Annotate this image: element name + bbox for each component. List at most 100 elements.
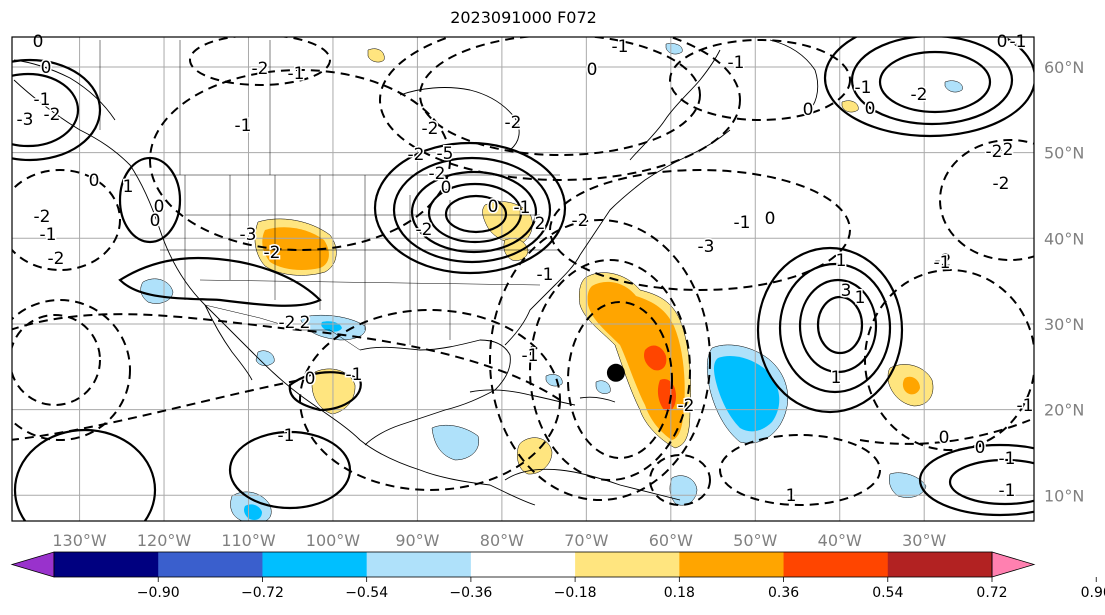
- contour-nw-1: [12, 58, 102, 162]
- contour-label: -1: [934, 253, 951, 273]
- dashed-contours: [12, 37, 1034, 506]
- latitude-label: 30°N: [1044, 315, 1084, 334]
- longitude-label: 130°W: [52, 531, 107, 550]
- contour-label: -3: [17, 110, 34, 130]
- coast-greenland: [769, 39, 819, 111]
- contour-nw-2: [12, 72, 80, 148]
- contour-label: 2: [300, 313, 311, 333]
- contour-label: -1: [514, 198, 531, 218]
- colorbar-tick-label: 0.18: [664, 585, 695, 601]
- contour-label: -2: [993, 174, 1010, 194]
- contour-label: -1: [1017, 396, 1034, 416]
- contour-label: -2: [997, 140, 1014, 160]
- longitude-label: 80°W: [480, 531, 524, 550]
- contour-label: 0: [89, 171, 100, 191]
- contour-label: 0: [975, 438, 986, 458]
- shade-small-4: [944, 80, 963, 93]
- latitude-label: 10°N: [1044, 486, 1084, 505]
- contour-label: -2: [678, 396, 695, 416]
- colorbar-tick-label: −0.18: [554, 585, 597, 601]
- map-title: 2023091000 F072: [450, 8, 597, 27]
- contour-label: -2: [505, 113, 522, 133]
- colorbar-extend-low: [10, 551, 55, 578]
- contour-label: -1: [346, 365, 363, 385]
- contour-label: -1: [522, 346, 539, 366]
- contour-label: 0: [33, 32, 44, 52]
- shade-blue-caribbean: [431, 425, 480, 461]
- contour-label: 0: [939, 428, 950, 448]
- contour-label: 0: [154, 197, 165, 217]
- coast-labrador: [629, 49, 721, 161]
- contour-label: -1: [1010, 32, 1027, 52]
- shade-yellow-southam: [517, 437, 553, 475]
- shade-blue-east-inner: [713, 355, 780, 432]
- contour-label: 0: [997, 32, 1008, 52]
- colorbar-tick-label: 0.36: [768, 585, 799, 601]
- contour-label: -1: [278, 426, 295, 446]
- contour-east-high-2: [778, 262, 892, 394]
- coast-cuba: [469, 389, 576, 406]
- coast-west-na: [13, 79, 536, 506]
- contour-label: -3: [240, 225, 257, 245]
- contour-label: -2: [279, 313, 296, 333]
- contour-label: 1: [786, 486, 797, 506]
- shade-red-atlantic: [644, 345, 667, 371]
- longitude-label: 110°W: [221, 531, 276, 550]
- colorbar-segment: [158, 552, 263, 577]
- contour-label: -1: [728, 53, 745, 73]
- contour-label: -1: [734, 213, 751, 233]
- shade-blue-se: [889, 472, 927, 498]
- contour-se-1: [918, 443, 1034, 517]
- coast-hispaniola: [579, 396, 616, 403]
- longitude-label: 40°W: [818, 531, 862, 550]
- colorbar-tick-label: −0.90: [137, 585, 180, 601]
- contour-label: -1: [40, 225, 57, 245]
- contour-east-high-1: [756, 246, 904, 414]
- contour-label: -2: [48, 249, 65, 269]
- contour-labels: 00-3-1-2-10-20-210-1-2-3-2 -1-2-5-20-2-10…: [15, 31, 1035, 508]
- contour-label: -2: [44, 105, 61, 125]
- contour-west-1: [118, 156, 182, 244]
- political-borders: [99, 40, 560, 351]
- contour-label: 1: [123, 177, 134, 197]
- contour-lakes-high-3: [410, 170, 538, 254]
- contour-label: -1: [537, 265, 554, 285]
- contour-label: 2: [535, 214, 546, 234]
- colorbar-segment: [887, 552, 993, 577]
- contour-label: 0: [441, 178, 452, 198]
- longitude-label: 120°W: [137, 531, 192, 550]
- longitude-label: 100°W: [306, 531, 361, 550]
- contour-label: 0: [765, 209, 776, 229]
- colorbar-segment: [679, 552, 785, 577]
- longitude-label: 60°W: [649, 531, 693, 550]
- contour-label: 0: [305, 369, 316, 389]
- map-frame: [11, 36, 1035, 522]
- colorbar-tick-label: −0.54: [345, 585, 388, 601]
- contour-label: -2: [264, 243, 281, 263]
- colorbar-segment: [54, 552, 159, 577]
- contour-label: -3: [698, 237, 715, 257]
- contour-label: 0: [803, 100, 814, 120]
- contour-label: 0: [150, 211, 161, 231]
- coast-florida: [504, 254, 581, 346]
- shade-small-7: [255, 350, 275, 366]
- colorbar-segment: [470, 552, 576, 577]
- colorbar-tick-label: −0.36: [449, 585, 492, 601]
- latitude-label: 40°N: [1044, 229, 1084, 248]
- contour-label: 1: [836, 251, 847, 271]
- coast-hudson: [399, 87, 520, 151]
- colorbar-extend-high: [991, 551, 1036, 578]
- storm-center-marker: [606, 363, 625, 382]
- contour-lakes-high-5: [444, 194, 508, 234]
- contour-zero-gulf: [288, 371, 362, 412]
- contour-label: -2: [429, 164, 446, 184]
- contour-east-high-3: [798, 278, 878, 374]
- contour-label: -1: [235, 116, 252, 136]
- colorbar-segment: [575, 552, 680, 577]
- colorbar-tick-label: 0.54: [872, 585, 903, 601]
- contour-label: 0: [41, 58, 52, 78]
- longitude-label: 30°W: [902, 531, 946, 550]
- contour-label: -2: [986, 142, 1003, 162]
- contour-label: 0: [865, 99, 876, 119]
- latitude-labels: 60°N 50°N 40°N 30°N 20°N 10°N: [1044, 58, 1084, 505]
